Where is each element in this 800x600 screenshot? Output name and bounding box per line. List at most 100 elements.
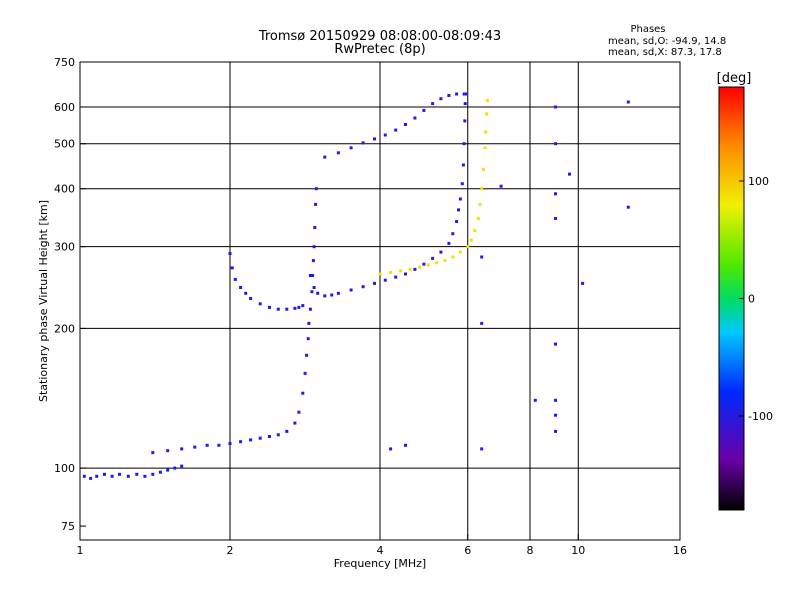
data-point	[462, 142, 466, 146]
data-point	[455, 220, 459, 223]
data-point	[285, 307, 289, 311]
data-point	[533, 398, 537, 402]
data-point	[301, 391, 305, 395]
data-point	[458, 250, 462, 254]
data-point	[476, 217, 480, 220]
y-tick-label: 75	[61, 520, 75, 533]
data-point	[166, 468, 170, 472]
x-tick-label: 16	[673, 544, 687, 557]
data-point	[581, 281, 585, 285]
data-point	[554, 192, 557, 196]
x-tick-label: 2	[227, 544, 234, 557]
data-point	[316, 291, 320, 295]
data-point	[151, 472, 155, 476]
data-point	[554, 429, 557, 433]
y-tick-label: 400	[54, 183, 75, 196]
data-point	[303, 371, 307, 375]
data-point	[447, 241, 451, 245]
plot-area: 1 2 4 6 8 10 16 75 100 200 300 400 500 600 750	[54, 56, 687, 557]
data-point	[481, 168, 485, 171]
data-point	[311, 274, 315, 277]
phase-stats: Phases mean, sd,O: -94.9, 14.8 mean, sd,…	[608, 24, 726, 58]
phase-stats-o: mean, sd,O: -94.9, 14.8	[608, 36, 726, 47]
data-point	[135, 472, 139, 476]
y-tick-label: 300	[54, 241, 75, 254]
data-point	[193, 445, 197, 449]
x-tick-label: 10	[571, 544, 585, 557]
data-point	[554, 398, 557, 402]
data-point	[166, 449, 170, 453]
data-point	[230, 266, 234, 270]
data-point	[308, 274, 312, 277]
data-point	[426, 263, 430, 267]
data-point	[399, 269, 403, 273]
data-point	[394, 128, 398, 132]
phase-stats-heading: Phases	[630, 24, 665, 35]
data-point	[435, 261, 439, 265]
data-point	[461, 163, 465, 167]
data-point	[480, 447, 484, 451]
y-tick-label: 200	[54, 322, 75, 335]
data-point	[151, 451, 155, 455]
data-point	[89, 476, 93, 480]
data-point	[554, 142, 557, 146]
data-point	[297, 410, 301, 414]
x-axis-ticks: 1 2 4 6 8 10 16	[77, 534, 687, 557]
data-point	[308, 307, 312, 311]
data-point	[480, 255, 484, 259]
data-point	[285, 429, 289, 433]
data-point	[268, 305, 271, 309]
data-point	[485, 98, 489, 102]
data-point	[443, 259, 447, 263]
data-point	[180, 464, 184, 468]
data-point	[258, 302, 262, 306]
data-point	[473, 229, 477, 232]
y-axis-ticks: 75 100 200 300 400 500 600 750	[54, 56, 86, 533]
data-point	[336, 151, 340, 155]
data-point	[314, 187, 318, 191]
x-tick-label: 6	[464, 544, 471, 557]
data-point	[313, 226, 317, 229]
data-point	[383, 133, 387, 137]
data-point	[478, 202, 482, 206]
data-point	[626, 205, 630, 209]
data-point	[554, 217, 557, 220]
data-point	[422, 262, 426, 266]
data-point	[249, 297, 253, 300]
data-point	[383, 278, 387, 282]
data-point	[480, 321, 484, 325]
data-point	[422, 108, 426, 112]
data-point	[301, 304, 305, 308]
data-point	[463, 102, 467, 106]
data-point	[499, 184, 503, 188]
data-point	[82, 474, 86, 478]
data-point	[451, 255, 455, 259]
data-point	[217, 443, 221, 447]
data-point	[439, 250, 443, 254]
data-point	[258, 436, 262, 440]
data-point	[373, 281, 376, 285]
data-point	[306, 337, 310, 341]
data-point	[323, 155, 327, 159]
x-axis-label: Frequency [MHz]	[334, 557, 426, 570]
data-point	[483, 146, 487, 150]
y-tick-label: 600	[54, 101, 75, 114]
data-point	[431, 102, 435, 106]
y-tick-label: 750	[54, 56, 75, 69]
data-point	[466, 245, 470, 249]
data-point	[389, 270, 393, 274]
data-point	[310, 290, 314, 294]
colorbar-tick-label: -100	[748, 410, 773, 423]
data-point	[462, 92, 466, 96]
y-tick-label: 500	[54, 138, 75, 151]
data-point	[418, 265, 421, 269]
data-point	[554, 342, 557, 346]
data-point	[469, 238, 473, 242]
data-point	[228, 442, 232, 445]
data-point	[458, 197, 462, 201]
data-point	[413, 116, 417, 120]
data-point	[330, 293, 334, 297]
data-points	[82, 92, 630, 480]
data-point	[293, 306, 297, 310]
